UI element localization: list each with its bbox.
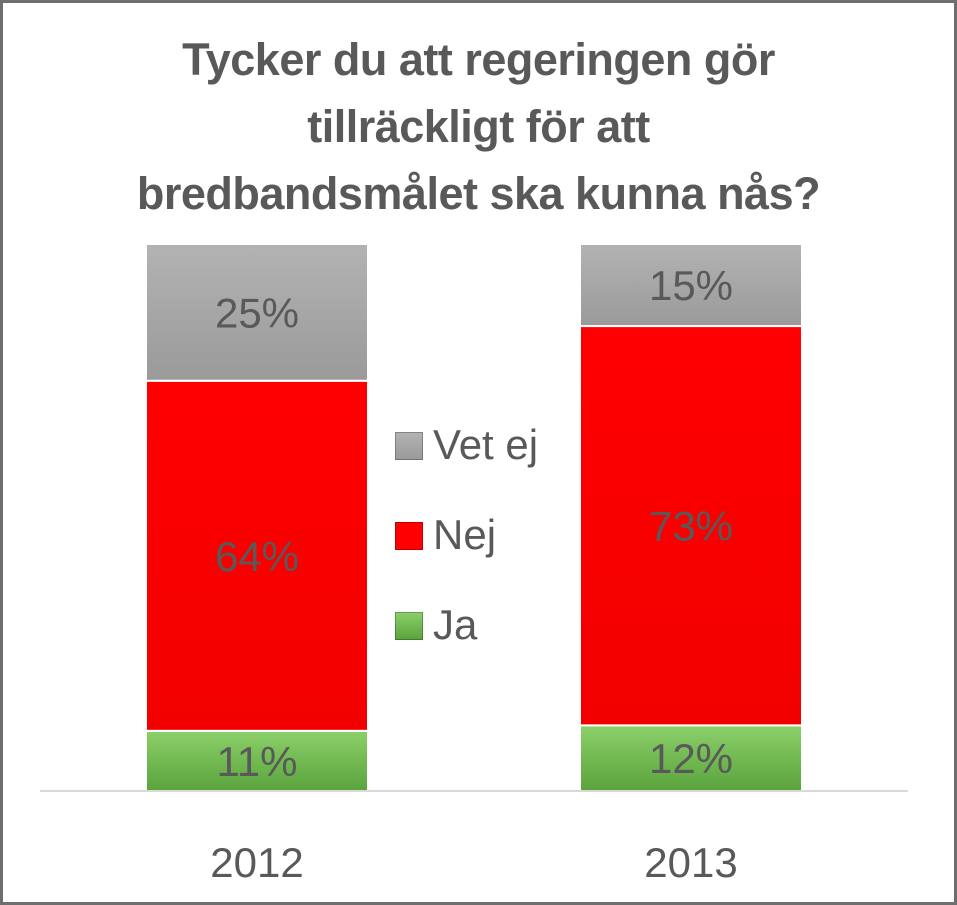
legend-label-nej: Nej: [433, 511, 497, 558]
legend-label-ja: Ja: [433, 601, 478, 648]
x-tick-labels: 2012 2013: [210, 839, 737, 886]
data-label-ja-2012: 11%: [217, 738, 298, 785]
chart-title-line-1: Tycker du att regeringen gör: [182, 34, 775, 85]
data-label-vet-ej-2012: 25%: [215, 289, 299, 336]
labels-layer: 11% 64% 25% 12% 73% 15%: [215, 262, 733, 785]
chart-title: Tycker du att regeringen gör tillräcklig…: [0, 26, 957, 227]
bar-vet-ej-2013: [579, 243, 803, 328]
data-label-nej-2013: 73%: [649, 503, 733, 550]
legend-swatch-ja: [395, 612, 423, 640]
data-label-nej-2012: 64%: [215, 533, 299, 580]
bar-vet-ej-2012: [145, 243, 369, 382]
chart-title-line-2: tillräckligt för att: [307, 101, 650, 152]
x-tick-label-2012: 2012: [210, 839, 303, 886]
data-label-ja-2013: 12%: [649, 735, 733, 782]
x-tick-label-2013: 2013: [644, 839, 737, 886]
legend-label-vet-ej: Vet ej: [433, 421, 539, 468]
chart-title-line-3: bredbandsmålet ska kunna nås?: [136, 168, 821, 219]
legend-swatch-nej: [395, 522, 423, 550]
data-label-vet-ej-2013: 15%: [649, 262, 733, 309]
bar-nej-2013: [579, 325, 803, 727]
legend-swatch-vet-ej: [395, 432, 423, 460]
bar-nej-2012: [145, 379, 369, 732]
bars-layer: [145, 243, 803, 793]
